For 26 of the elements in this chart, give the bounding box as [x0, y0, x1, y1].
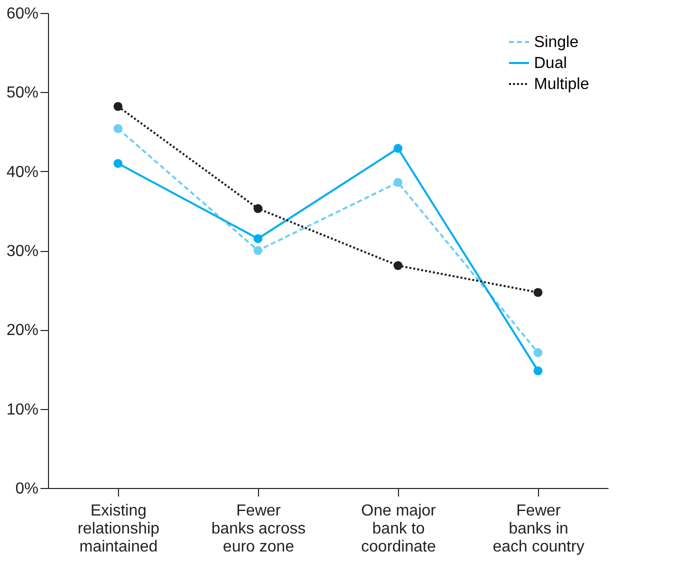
y-tick-label: 20% — [6, 322, 38, 340]
legend-label: Single — [534, 34, 579, 51]
y-tick-label: 50% — [6, 84, 38, 102]
point — [254, 246, 262, 255]
point — [114, 102, 122, 111]
x-tick-label: One major bank to coordinate — [361, 502, 437, 556]
point — [254, 234, 262, 244]
y-tick-label: 60% — [6, 6, 38, 22]
legend-label: Dual — [534, 55, 567, 72]
point — [254, 204, 262, 214]
x-tick-label: Existing relationship maintained — [78, 502, 160, 556]
point — [394, 261, 402, 270]
y-tick-label: 0% — [15, 480, 38, 498]
point — [534, 288, 542, 297]
point — [394, 144, 402, 153]
point — [394, 178, 402, 187]
y-tick-label: 40% — [6, 164, 38, 181]
y-tick-label: 10% — [6, 401, 38, 418]
point — [534, 366, 542, 376]
y-tick-label: 30% — [6, 243, 38, 260]
x-tick-label: Fewer banks across euro zone — [211, 502, 306, 556]
legend-label: Multiple — [534, 76, 590, 93]
point — [534, 348, 542, 358]
x-tick-label: Fewer banks in each country — [492, 502, 584, 556]
point — [114, 158, 122, 168]
point — [114, 124, 122, 134]
